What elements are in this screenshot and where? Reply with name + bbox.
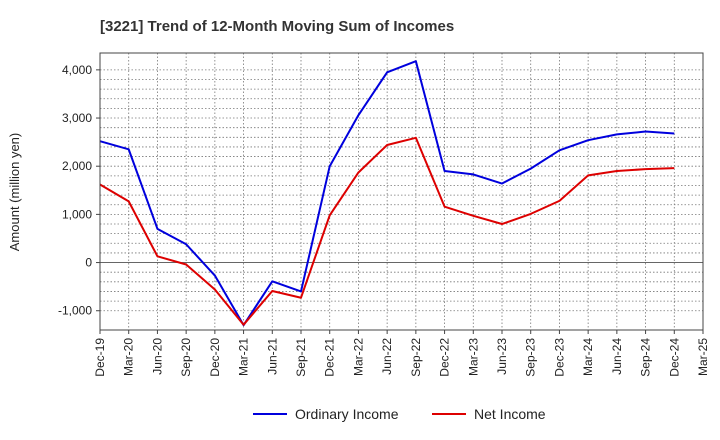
- y-axis-label: Amount (million yen): [7, 133, 22, 252]
- axes: [96, 52, 704, 334]
- y-tick-label: -1,000: [58, 304, 92, 318]
- x-tick-label: Mar-25: [696, 338, 710, 376]
- x-tick-label: Sep-20: [179, 338, 193, 377]
- y-tick-label: 4,000: [62, 63, 92, 77]
- y-tick-labels: -1,000 0 1,000 2,000 3,000 4,000: [58, 63, 92, 318]
- y-tick-label: 0: [85, 256, 92, 270]
- legend-item-ordinary-income: Ordinary Income: [253, 406, 399, 422]
- x-tick-label: Jun-24: [610, 338, 624, 375]
- grid: [100, 53, 703, 330]
- x-tick-label: Sep-24: [639, 338, 653, 377]
- x-tick-label: Dec-20: [208, 338, 222, 377]
- x-tick-label: Sep-21: [294, 338, 308, 377]
- x-tick-label: Jun-23: [495, 338, 509, 375]
- x-tick-label: Dec-21: [323, 338, 337, 377]
- series-line-net-income: [99, 136, 675, 326]
- x-tick-label: Jun-21: [265, 338, 279, 375]
- plot-area: [100, 53, 703, 330]
- x-tick-label: Jun-22: [380, 338, 394, 375]
- y-tick-label: 1,000: [62, 207, 92, 221]
- plot-frame: [99, 52, 704, 331]
- x-tick-label: Jun-20: [150, 338, 164, 375]
- plot-background: [100, 53, 703, 330]
- x-tick-label: Mar-23: [466, 338, 480, 376]
- x-tick-label: Sep-23: [524, 338, 538, 377]
- legend: Ordinary Income Net Income: [253, 406, 546, 422]
- x-tick-label: Mar-20: [122, 338, 136, 376]
- x-tick-label: Sep-22: [409, 338, 423, 377]
- series-line-ordinary-income: [99, 60, 675, 327]
- x-tick-label: Mar-21: [237, 338, 251, 376]
- x-tick-label: Mar-22: [351, 338, 365, 376]
- series-layer: [99, 60, 675, 327]
- x-tick-labels: Dec-19 Mar-20 Jun-20 Sep-20 Dec-20 Mar-21 Jun-…: [93, 338, 710, 377]
- x-tick-label: Dec-23: [552, 338, 566, 377]
- x-tick-label: Dec-24: [667, 338, 681, 377]
- x-tick-label: Mar-24: [581, 338, 595, 376]
- x-tick-label: Dec-19: [93, 338, 107, 377]
- legend-item-net-income: Net Income: [432, 406, 546, 422]
- y-tick-label: 3,000: [62, 111, 92, 125]
- legend-label: Net Income: [474, 406, 546, 422]
- chart-title: [3221] Trend of 12-Month Moving Sum of I…: [100, 18, 454, 35]
- x-tick-label: Dec-22: [438, 338, 452, 377]
- y-tick-label: 2,000: [62, 159, 92, 173]
- legend-label: Ordinary Income: [295, 406, 399, 422]
